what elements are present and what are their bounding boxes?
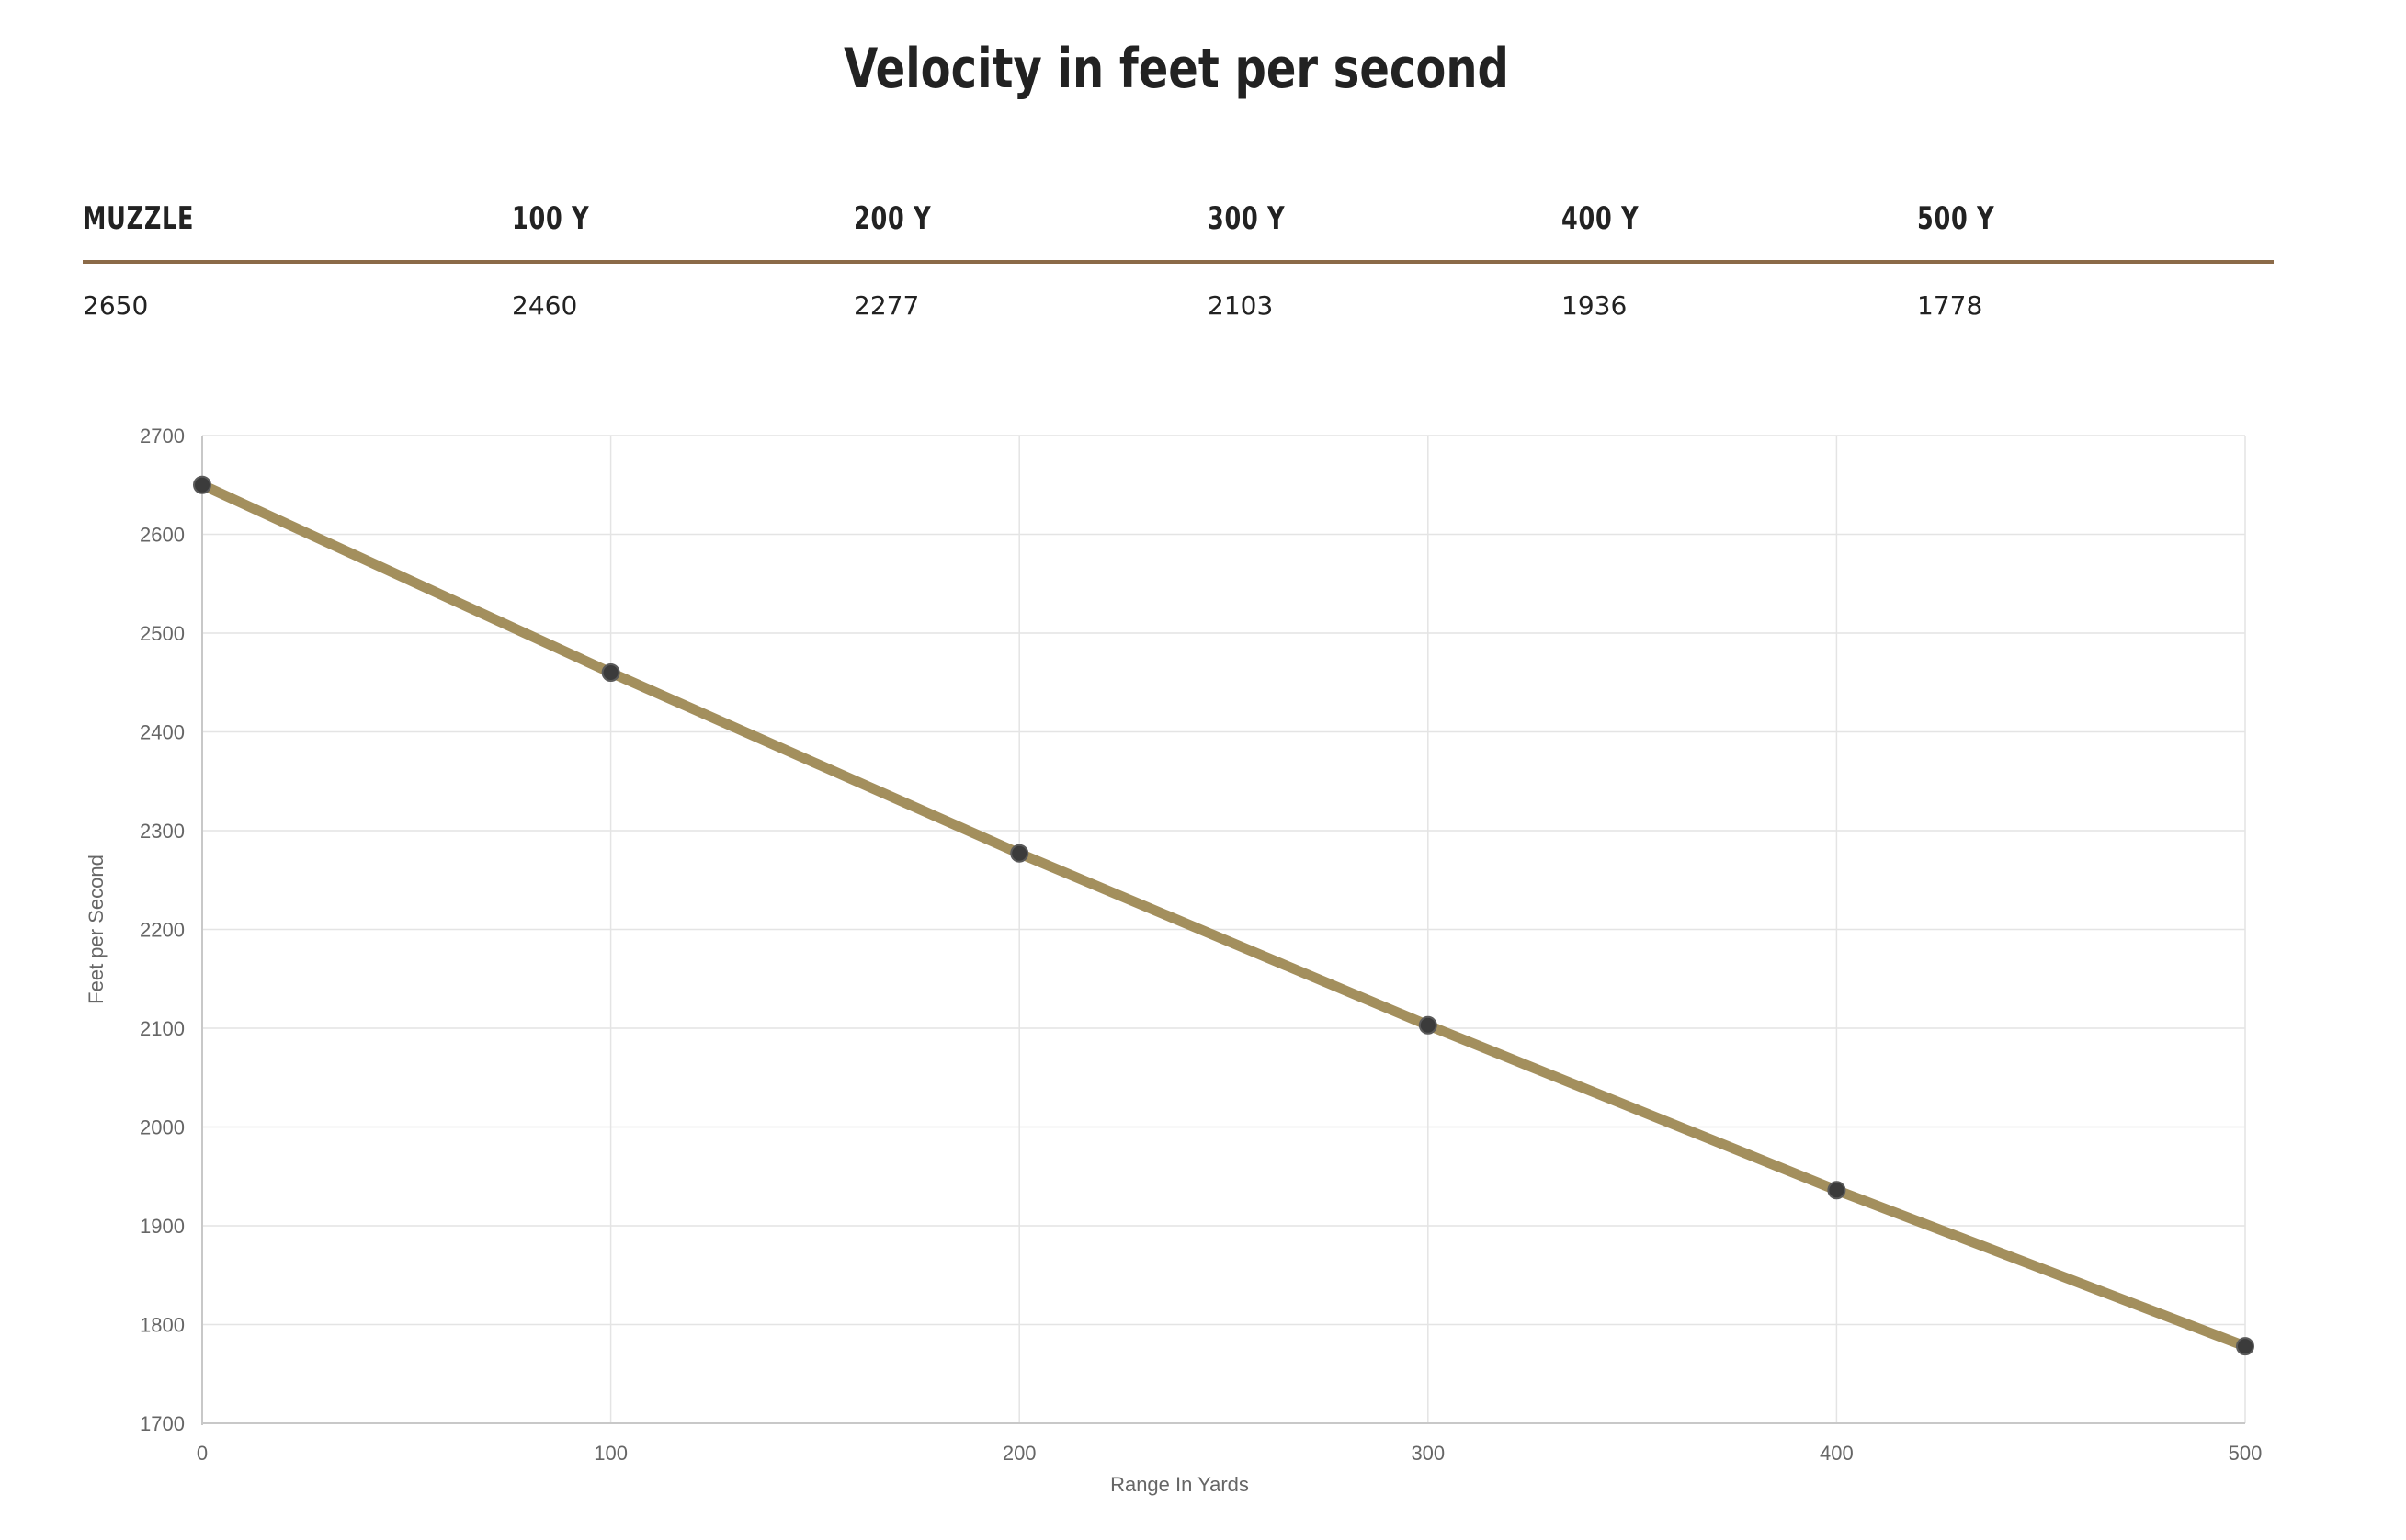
velocity-header: 300 Y <box>1208 200 1286 237</box>
y-axis-title: Feet per Second <box>85 855 108 1004</box>
chart-grid <box>202 435 2246 1423</box>
data-point <box>193 475 211 494</box>
velocity-value: 2650 <box>83 290 149 321</box>
data-point <box>601 663 620 682</box>
y-tick-label: 2700 <box>140 425 185 447</box>
y-tick-label: 2400 <box>140 721 185 744</box>
x-axis-title: Range In Yards <box>1110 1473 1249 1496</box>
velocity-header: 100 Y <box>512 200 590 237</box>
x-tick-label: 400 <box>1820 1442 1854 1465</box>
velocity-value: 2277 <box>854 290 920 321</box>
y-tick-label: 2000 <box>140 1116 185 1139</box>
data-point <box>1418 1015 1437 1035</box>
velocity-header: MUZZLE <box>83 200 195 237</box>
x-tick-label: 500 <box>2229 1442 2263 1465</box>
y-tick-label: 2100 <box>140 1017 185 1040</box>
x-tick-label: 0 <box>197 1442 208 1465</box>
y-tick-label: 2300 <box>140 820 185 843</box>
velocity-value: 1778 <box>1917 290 1983 321</box>
y-tick-label: 1800 <box>140 1314 185 1337</box>
page-title: Velocity in feet per second <box>844 37 1509 101</box>
y-tick-label: 2600 <box>140 524 185 547</box>
y-tick-label: 1700 <box>140 1412 185 1435</box>
series-line <box>197 480 2251 1352</box>
velocity-header: 500 Y <box>1917 200 1995 237</box>
x-tick-label: 100 <box>594 1442 628 1465</box>
velocity-table: MUZZLE 2650 100 Y 2460 200 Y 2277 300 Y … <box>0 0 2406 368</box>
velocity-value: 2460 <box>512 290 578 321</box>
chart-axes <box>201 436 2245 1425</box>
velocity-value: 1936 <box>1561 290 1628 321</box>
table-header-rule <box>83 260 2274 264</box>
velocity-value: 2103 <box>1208 290 1274 321</box>
velocity-header: 200 Y <box>854 200 932 237</box>
velocity-header: 400 Y <box>1561 200 1640 237</box>
x-tick-label: 200 <box>1003 1442 1037 1465</box>
data-point <box>1010 844 1029 863</box>
y-tick-label: 2500 <box>140 622 185 645</box>
chart-series <box>193 475 2254 1356</box>
data-point <box>1827 1181 1846 1200</box>
y-tick-label: 1900 <box>140 1215 185 1238</box>
chart-labels: 2700260025002400230022002100200019001800… <box>85 425 2262 1496</box>
data-point <box>2236 1337 2254 1356</box>
x-tick-label: 300 <box>1411 1442 1445 1465</box>
y-tick-label: 2200 <box>140 919 185 942</box>
